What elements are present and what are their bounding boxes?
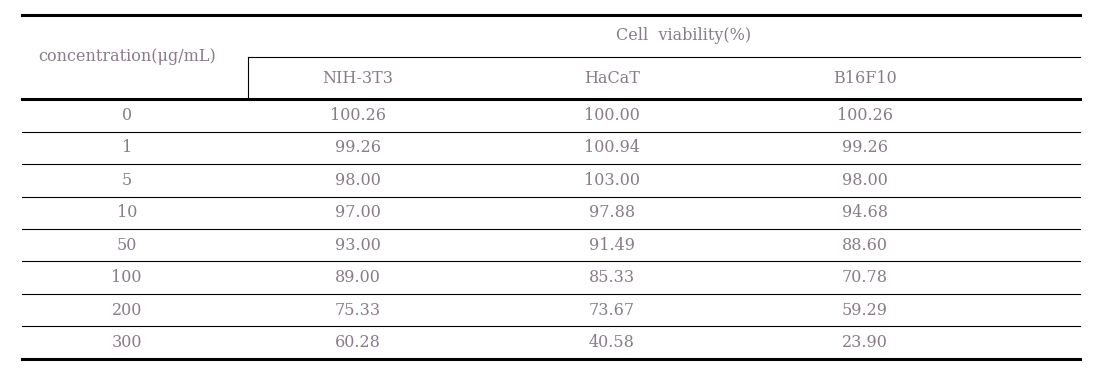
Text: 94.68: 94.68 <box>842 204 888 221</box>
Text: 300: 300 <box>111 334 142 351</box>
Text: HaCaT: HaCaT <box>584 70 639 87</box>
Text: 59.29: 59.29 <box>842 302 888 319</box>
Text: B16F10: B16F10 <box>833 70 897 87</box>
Text: 50: 50 <box>117 237 137 254</box>
Text: NIH-3T3: NIH-3T3 <box>323 70 393 87</box>
Text: 5: 5 <box>121 172 132 189</box>
Text: 10: 10 <box>117 204 137 221</box>
Text: 100.26: 100.26 <box>838 107 893 124</box>
Text: 99.26: 99.26 <box>335 139 381 156</box>
Text: 70.78: 70.78 <box>842 269 888 286</box>
Text: 93.00: 93.00 <box>335 237 381 254</box>
Text: 100.94: 100.94 <box>584 139 639 156</box>
Text: 0: 0 <box>121 107 132 124</box>
Text: 60.28: 60.28 <box>335 334 381 351</box>
Text: Cell  viability(%): Cell viability(%) <box>616 27 750 44</box>
Text: 100: 100 <box>111 269 142 286</box>
Text: 88.60: 88.60 <box>842 237 888 254</box>
Text: 85.33: 85.33 <box>588 269 635 286</box>
Text: 73.67: 73.67 <box>588 302 635 319</box>
Text: 98.00: 98.00 <box>842 172 888 189</box>
Text: 100.00: 100.00 <box>584 107 639 124</box>
Text: 200: 200 <box>111 302 142 319</box>
Text: concentration(μg/mL): concentration(μg/mL) <box>37 48 216 65</box>
Text: 97.00: 97.00 <box>335 204 381 221</box>
Text: 98.00: 98.00 <box>335 172 381 189</box>
Text: 1: 1 <box>121 139 132 156</box>
Text: 75.33: 75.33 <box>335 302 381 319</box>
Text: 103.00: 103.00 <box>584 172 639 189</box>
Text: 89.00: 89.00 <box>335 269 381 286</box>
Text: 91.49: 91.49 <box>588 237 635 254</box>
Text: 40.58: 40.58 <box>588 334 635 351</box>
Text: 97.88: 97.88 <box>588 204 635 221</box>
Text: 23.90: 23.90 <box>842 334 888 351</box>
Text: 100.26: 100.26 <box>331 107 386 124</box>
Text: 99.26: 99.26 <box>842 139 888 156</box>
